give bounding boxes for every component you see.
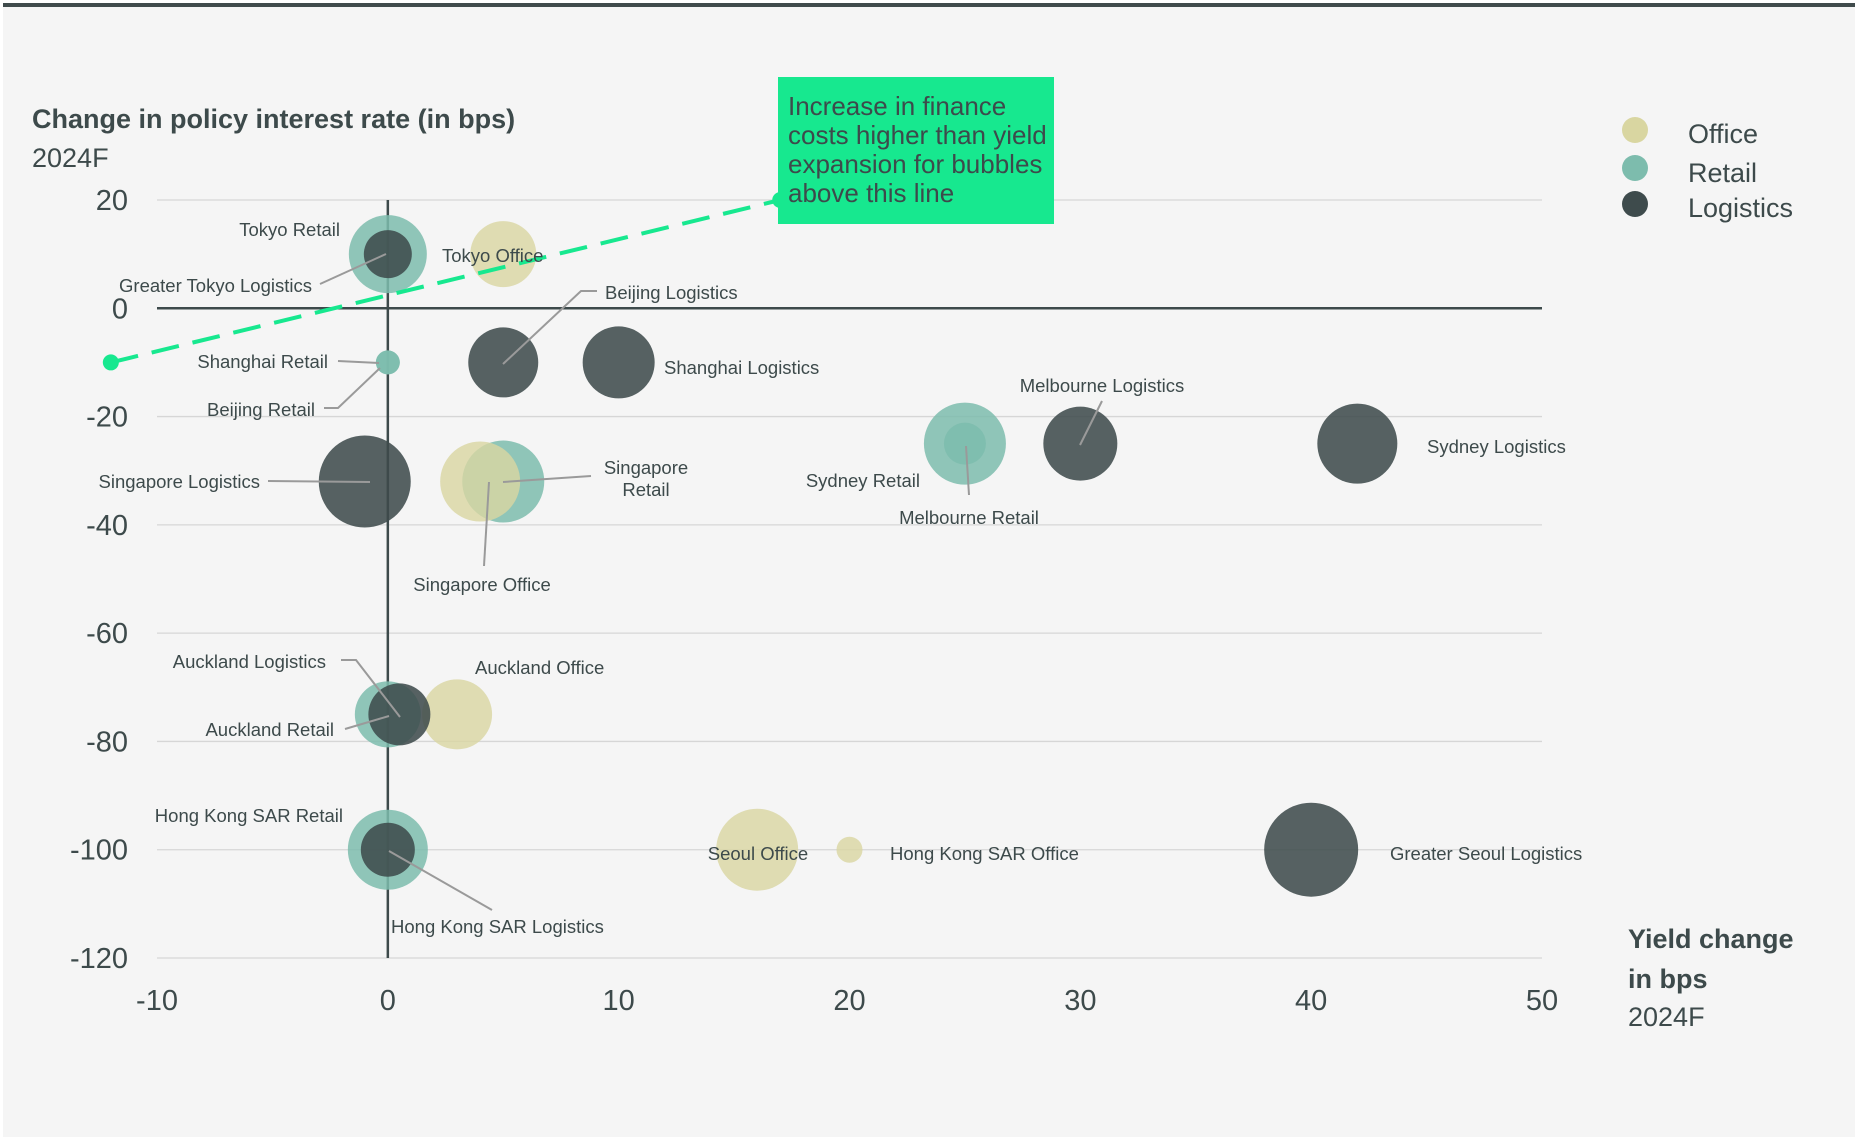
label-hong-kong-sar-office: Hong Kong SAR Office: [890, 843, 1079, 864]
connector-beijing-retail: [324, 367, 381, 409]
connector-melbourne-logistics: [1079, 400, 1103, 446]
connector-auckland-logistics: [341, 659, 401, 718]
label-tokyo-retail: Tokyo Retail: [239, 219, 340, 240]
label-hong-kong-sar-logistics: Hong Kong SAR Logistics: [391, 916, 604, 937]
bubble-auckland-office: [422, 679, 493, 750]
annotation-box: [778, 77, 1054, 224]
y-axis-title: Change in policy interest rate (in bps): [32, 104, 515, 134]
label-auckland-retail: Auckland Retail: [205, 719, 334, 740]
label-greater-seoul-logistics: Greater Seoul Logistics: [1390, 843, 1582, 864]
label-singapore-office: Singapore Office: [413, 574, 550, 595]
label-melbourne-logistics: Melbourne Logistics: [1020, 375, 1185, 396]
annotation-text-line1: Increase in finance: [788, 91, 1006, 121]
bubble-hong-kong-sar-logistics: [360, 822, 415, 877]
y-tick-label: -20: [86, 402, 128, 434]
label-seoul-office: Seoul Office: [708, 843, 808, 864]
y-axis-subtitle: 2024F: [32, 143, 109, 173]
label-hong-kong-sar-retail: Hong Kong SAR Retail: [155, 805, 343, 826]
x-tick-label: -10: [136, 985, 178, 1017]
bubbles: [318, 215, 1398, 897]
threshold-line-start-dot: [102, 354, 119, 371]
connector-singapore-logistics: [267, 480, 371, 483]
label-auckland-office: Auckland Office: [475, 657, 604, 678]
y-tick-label: -100: [70, 835, 128, 867]
legend-retail-marker: [1622, 155, 1648, 181]
connector-beijing-logistics: [502, 290, 597, 365]
connector-greater-tokyo-logistics: [319, 253, 387, 285]
y-tick-label: -60: [86, 618, 128, 650]
x-tick-label: 40: [1295, 985, 1327, 1017]
bubble-labels: Tokyo Office Tokyo Retail Greater Tokyo Lo…: [99, 219, 1583, 937]
annotation-text-line4: above this line: [788, 178, 954, 208]
legend-logistics-marker: [1622, 191, 1648, 217]
label-tokyo-office: Tokyo Office: [442, 245, 543, 266]
x-tick-label: 30: [1064, 985, 1096, 1017]
label-sydney-logistics: Sydney Logistics: [1427, 436, 1566, 457]
bubble-sydney-logistics: [1317, 403, 1398, 484]
bubble-greater-tokyo-logistics: [363, 230, 412, 279]
y-tick-label: 0: [112, 293, 128, 325]
label-connectors: [267, 253, 1103, 911]
bubble-melbourne-retail: [943, 422, 986, 465]
bubble-greater-seoul-logistics: [1264, 802, 1359, 897]
y-tick-label: -80: [86, 726, 128, 758]
legend-logistics-label: Logistics: [1688, 193, 1793, 223]
y-tick-label: -40: [86, 510, 128, 542]
x-tick-label: 50: [1526, 985, 1558, 1017]
x-tick-label: 20: [833, 985, 865, 1017]
legend-office-label: Office: [1688, 119, 1758, 149]
label-greater-tokyo-logistics: Greater Tokyo Logistics: [119, 275, 312, 296]
label-melbourne-retail: Melbourne Retail: [899, 507, 1039, 528]
threshold-dashed-line: [110, 198, 781, 365]
label-singapore-retail: Singapore: [604, 457, 688, 478]
legend: Office Retail Logistics: [1622, 117, 1793, 223]
bubble-hong-kong-sar-office: [836, 836, 863, 863]
legend-office-marker: [1622, 117, 1648, 143]
connector-auckland-retail: [344, 715, 390, 730]
connector-hong-kong-sar-logistics: [388, 850, 493, 911]
label-singapore-logistics: Singapore Logistics: [99, 471, 260, 492]
label-beijing-retail: Beijing Retail: [207, 399, 315, 420]
x-axis-title-line1: Yield change: [1628, 924, 1794, 954]
y-tick-label: 20: [96, 185, 128, 217]
annotation-text-line3: expansion for bubbles: [788, 149, 1042, 179]
connector-singapore-office: [483, 481, 490, 567]
x-tick-label: 10: [603, 985, 635, 1017]
label-shanghai-retail: Shanghai Retail: [197, 351, 328, 372]
bubble-seoul-office: [716, 808, 799, 891]
label-sydney-retail: Sydney Retail: [806, 470, 920, 491]
bubble-shanghai-logistics: [582, 326, 655, 399]
label-auckland-logistics: Auckland Logistics: [173, 651, 326, 672]
connector-singapore-retail: [502, 475, 592, 483]
y-tick-label: -120: [70, 943, 128, 975]
bubble-beijing-retail: [375, 350, 400, 375]
connector-melbourne-retail: [965, 445, 970, 496]
x-axis-subtitle: 2024F: [1628, 1002, 1705, 1032]
label-beijing-logistics: Beijing Logistics: [605, 282, 738, 303]
label-singapore-retail-line2: Retail: [622, 479, 669, 500]
top-frame-bar: [3, 3, 1855, 7]
label-shanghai-logistics: Shanghai Logistics: [664, 357, 819, 378]
x-axis-title-line2: in bps: [1628, 964, 1708, 994]
bubble-singapore-office: [440, 441, 521, 522]
axis-ticks: 200-20-40-60-80-100-120-10 0 10 20 30 40 50: [70, 185, 1558, 1017]
annotation-text-line2: costs higher than yield: [788, 120, 1047, 150]
bubble-auckland-logistics: [368, 683, 431, 746]
legend-retail-label: Retail: [1688, 158, 1757, 188]
connector-shanghai-retail: [337, 360, 380, 364]
x-tick-label: 0: [380, 985, 396, 1017]
